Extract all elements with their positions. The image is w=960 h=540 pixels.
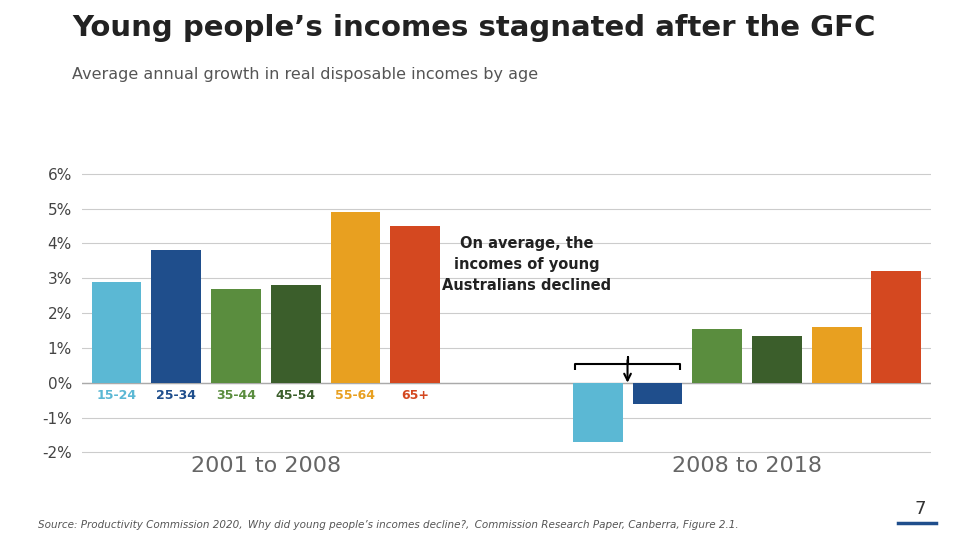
Text: 35-44: 35-44: [216, 389, 256, 402]
Text: 15-24: 15-24: [96, 389, 136, 402]
Text: 2008 to 2018: 2008 to 2018: [672, 456, 822, 476]
Text: 55-64: 55-64: [335, 389, 375, 402]
Bar: [692, 329, 742, 383]
Bar: [752, 336, 802, 383]
Bar: [271, 285, 321, 383]
Text: 45-54: 45-54: [276, 389, 316, 402]
Text: Average annual growth in real disposable incomes by age: Average annual growth in real disposable…: [72, 68, 539, 83]
Text: 25-34: 25-34: [156, 389, 196, 402]
Bar: [573, 383, 622, 442]
Bar: [633, 383, 683, 403]
Text: Source: Productivity Commission 2020,  Why did young people’s incomes decline?, : Source: Productivity Commission 2020, Wh…: [38, 520, 739, 530]
Bar: [91, 282, 141, 383]
Text: On average, the
incomes of young
Australians declined: On average, the incomes of young Austral…: [442, 237, 611, 293]
Text: 2001 to 2008: 2001 to 2008: [191, 456, 341, 476]
Bar: [330, 212, 380, 383]
Bar: [391, 226, 440, 383]
Bar: [812, 327, 861, 383]
Bar: [211, 289, 261, 383]
Bar: [872, 271, 922, 383]
Text: 65+: 65+: [401, 389, 429, 402]
Text: Young people’s incomes stagnated after the GFC: Young people’s incomes stagnated after t…: [72, 14, 876, 42]
Bar: [152, 251, 201, 383]
Text: 7: 7: [915, 501, 926, 518]
